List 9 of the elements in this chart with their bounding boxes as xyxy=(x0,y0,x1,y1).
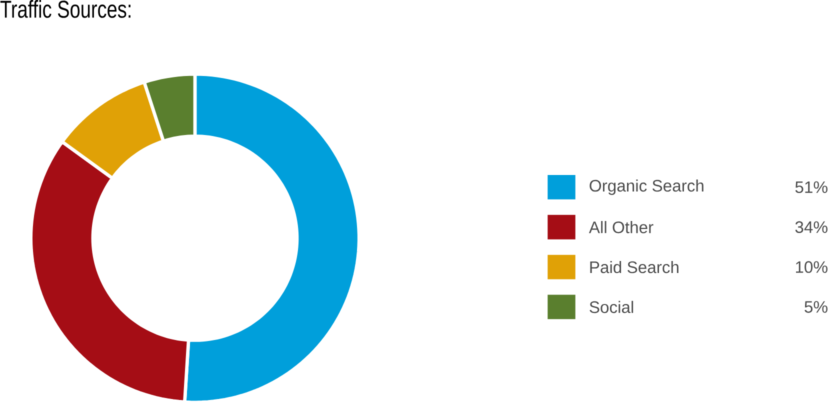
data-label: 10% xyxy=(796,261,828,273)
chart-title: Traffic Sources: xyxy=(0,0,130,18)
data-label: 51% xyxy=(795,181,828,194)
data-label: 34% xyxy=(795,221,828,234)
legend-label: Paid Search xyxy=(590,260,678,274)
legend-label: Social xyxy=(590,300,634,314)
legend-label: All Other xyxy=(588,221,654,234)
legend-label: Organic Search xyxy=(590,179,704,195)
data-label: 5% xyxy=(804,301,828,313)
